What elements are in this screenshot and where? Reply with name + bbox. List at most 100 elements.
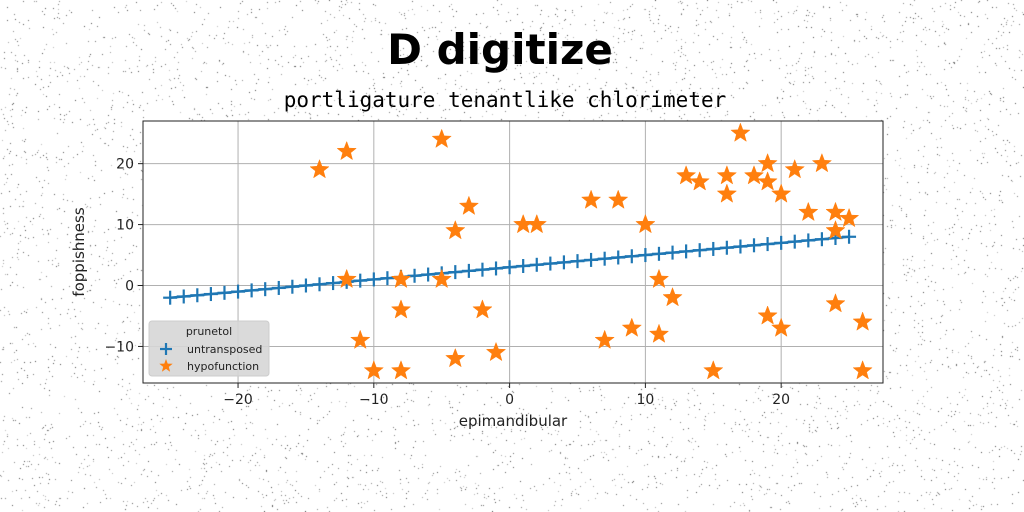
data-point-hypofunction (771, 183, 792, 203)
data-point-hypofunction (675, 165, 697, 185)
data-point-hypofunction (445, 219, 466, 240)
legend-marker-untransposed (160, 343, 172, 355)
x-axis-label: epimandibular (459, 412, 568, 430)
data-point-hypofunction (825, 219, 846, 240)
data-point-hypofunction (458, 195, 480, 215)
data-point-untransposed (597, 251, 612, 266)
x-tick-label: 10 (636, 392, 654, 408)
data-point-hypofunction (390, 360, 412, 380)
y-axis-label: foppishness (70, 207, 88, 297)
data-point-hypofunction (825, 293, 846, 313)
plot-frame (142, 120, 884, 384)
data-point-hypofunction (757, 171, 778, 191)
data-point-untransposed (814, 232, 829, 247)
data-point-hypofunction (526, 213, 547, 234)
data-point-hypofunction (390, 299, 412, 319)
data-point-untransposed (489, 261, 504, 276)
data-point-hypofunction (757, 305, 778, 325)
data-point-untransposed (353, 273, 368, 288)
data-point-hypofunction (730, 122, 751, 142)
data-point-untransposed (407, 268, 422, 283)
data-point-untransposed (651, 246, 666, 261)
data-point-untransposed (556, 255, 571, 270)
data-point-untransposed (801, 233, 816, 248)
chart-suptitle: D digitize (387, 25, 613, 74)
data-point-untransposed (570, 254, 585, 269)
data-point-untransposed (719, 240, 734, 255)
data-point-hypofunction (757, 152, 778, 173)
x-tick-label: −10 (359, 392, 389, 408)
data-point-untransposed (692, 243, 707, 258)
y-tick-label: −10 (104, 339, 134, 355)
data-point-hypofunction (309, 158, 330, 179)
data-point-hypofunction (771, 317, 792, 337)
data-point-untransposed (326, 276, 341, 291)
data-point-hypofunction (743, 165, 765, 185)
data-point-hypofunction (716, 165, 738, 185)
data-point-untransposed (842, 229, 857, 244)
legend-label-hypofunction: hypofunction (187, 360, 259, 373)
data-point-untransposed (258, 282, 273, 297)
data-point-untransposed (543, 256, 558, 271)
data-point-untransposed (190, 288, 205, 303)
data-point-untransposed (380, 271, 395, 286)
data-point-hypofunction (580, 189, 602, 209)
data-point-untransposed (679, 244, 694, 259)
data-point-untransposed (461, 263, 476, 278)
data-point-hypofunction (838, 207, 860, 228)
data-point-untransposed (163, 290, 178, 305)
data-point-hypofunction (472, 299, 493, 319)
data-point-untransposed (244, 283, 259, 298)
data-point-hypofunction (350, 329, 371, 349)
data-point-untransposed (529, 257, 544, 272)
data-point-untransposed (203, 287, 218, 302)
data-point-untransposed (516, 259, 531, 274)
data-point-hypofunction (784, 158, 805, 179)
data-point-untransposed (298, 278, 313, 293)
data-point-untransposed (760, 237, 775, 252)
data-point-hypofunction (798, 201, 819, 222)
data-point-untransposed (638, 248, 653, 263)
data-point-untransposed (747, 238, 762, 253)
data-point-untransposed (475, 262, 490, 277)
data-point-untransposed (787, 234, 802, 249)
data-point-untransposed (312, 277, 327, 292)
data-point-hypofunction (445, 347, 466, 368)
data-point-hypofunction (852, 360, 873, 380)
legend: prunetol untransposed hypofunction (148, 320, 270, 377)
data-point-untransposed (231, 284, 246, 299)
y-tick-label: 0 (125, 279, 134, 295)
data-point-hypofunction (811, 152, 833, 173)
data-point-untransposed (502, 260, 517, 275)
data-point-hypofunction (689, 171, 710, 191)
data-point-untransposed (271, 280, 286, 295)
data-point-hypofunction (336, 140, 357, 161)
data-point-hypofunction (336, 268, 357, 289)
data-point-untransposed (665, 245, 680, 260)
data-point-hypofunction (703, 360, 724, 380)
data-point-hypofunction (648, 323, 670, 343)
data-point-untransposed (774, 235, 789, 250)
data-point-hypofunction (662, 286, 683, 307)
data-point-hypofunction (852, 311, 873, 331)
legend-label-untransposed: untransposed (187, 343, 262, 356)
x-tick-label: 20 (772, 392, 790, 408)
data-point-untransposed (706, 241, 721, 256)
data-point-hypofunction (594, 329, 615, 349)
legend-title: prunetol (186, 325, 232, 338)
y-tick-label: 20 (116, 157, 134, 173)
data-point-untransposed (421, 267, 436, 282)
data-point-untransposed (366, 272, 381, 287)
legend-plus-icon (160, 343, 172, 355)
chart-title: portligature tenantlike chlorimeter (284, 88, 727, 112)
data-point-hypofunction (390, 268, 412, 289)
data-point-hypofunction (716, 183, 738, 203)
data-point-untransposed (611, 250, 626, 265)
data-point-hypofunction (431, 128, 452, 148)
data-point-untransposed (733, 239, 748, 254)
data-point-hypofunction (825, 201, 846, 222)
data-point-untransposed (285, 279, 300, 294)
axis-ticks: −20 −10 0 10 20 −10 0 10 20 (104, 157, 790, 408)
data-point-untransposed (448, 265, 463, 280)
x-tick-label: 0 (505, 392, 514, 408)
